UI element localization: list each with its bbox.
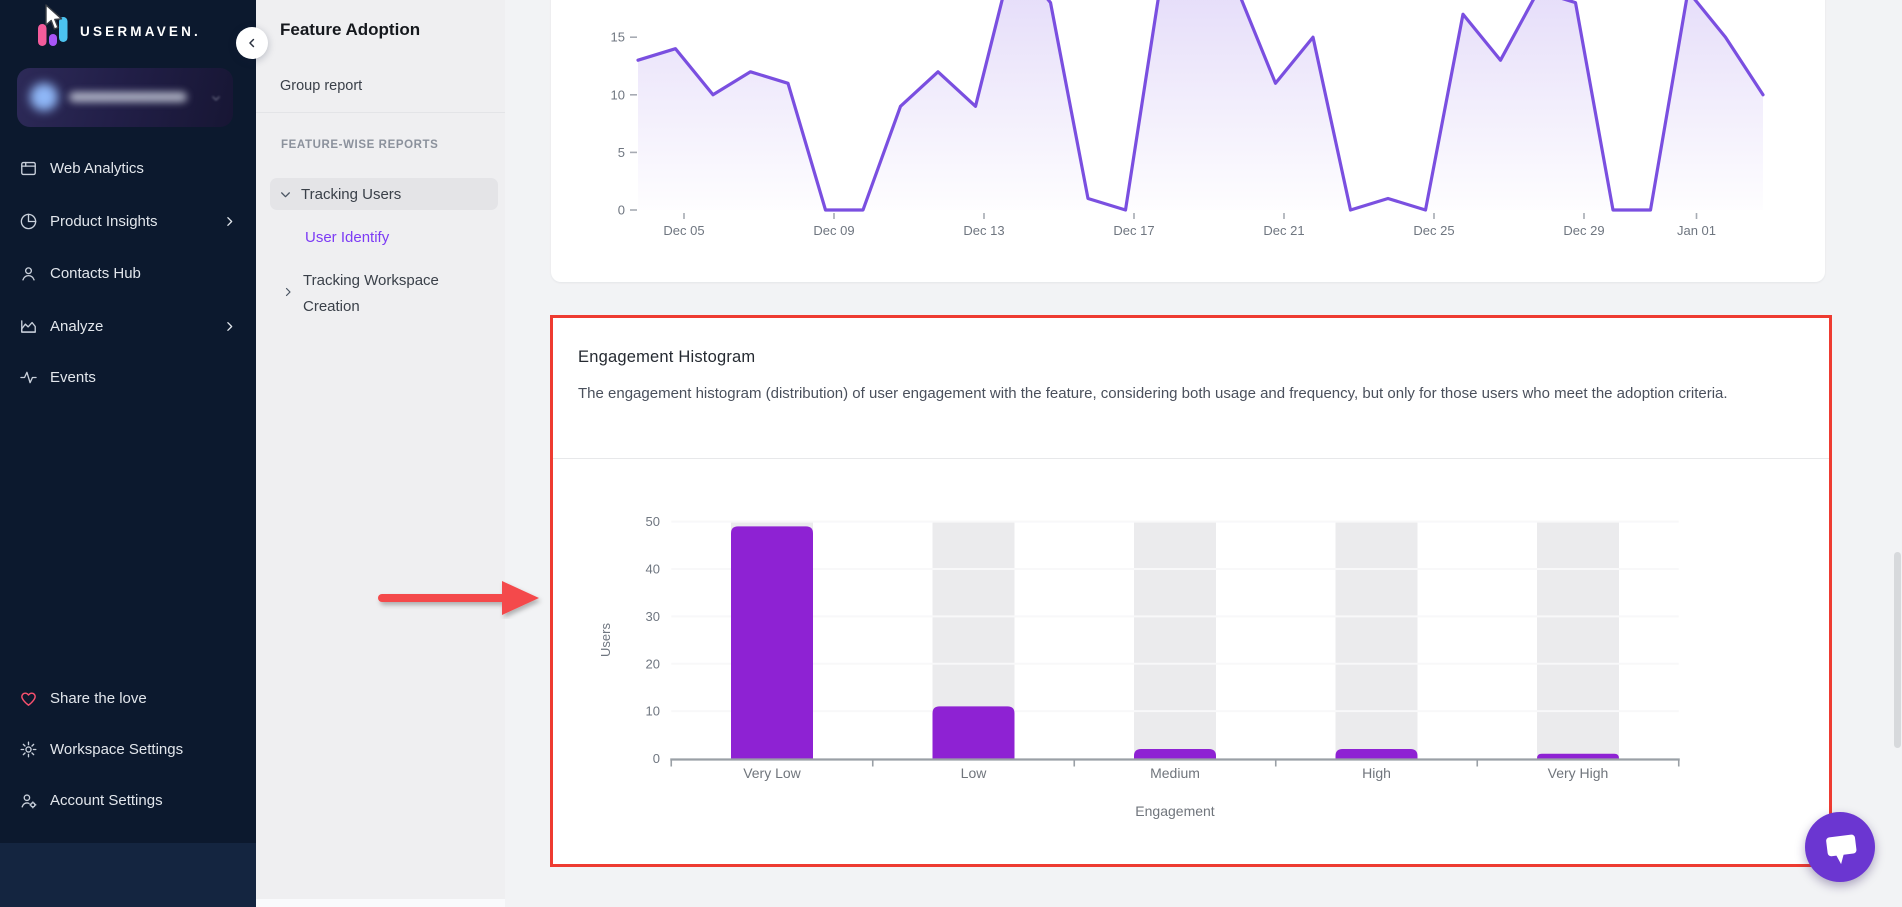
sidebar-item-label: Tracking Workspace Creation [303,272,439,315]
chevron-down-icon [210,91,222,109]
svg-text:Dec 25: Dec 25 [1413,223,1454,238]
sidebar-item-account-settings[interactable]: Account Settings [0,780,256,820]
area-chart-icon [19,317,38,336]
divider [256,112,505,113]
svg-text:Dec 29: Dec 29 [1563,223,1604,238]
sidebar-item-tracking-users[interactable]: Tracking Users [270,178,498,210]
svg-text:Users: Users [598,623,613,657]
sidebar-item-tracking-workspace-creation[interactable]: Tracking Workspace Creation [270,268,490,320]
sidebar-item-label: Account Settings [50,791,163,809]
feature-usage-line-chart[interactable]: 0 5 10 15 Dec 05 Dec 09 Dec 13 Dec 17 Dec 21 Dec … [551,0,1825,282]
divider [553,458,1829,459]
svg-text:5: 5 [618,145,625,160]
svg-text:Medium: Medium [1150,765,1200,781]
svg-text:Very High: Very High [1548,765,1609,781]
workspace-avatar [30,83,58,111]
user-icon [19,264,38,283]
svg-text:Very Low: Very Low [743,765,801,781]
chevron-right-icon [223,215,236,228]
svg-text:Dec 17: Dec 17 [1113,223,1154,238]
sidebar-item-events[interactable]: Events [0,357,256,397]
chevron-left-icon [249,38,255,48]
sidebar-footer [0,843,256,907]
histogram-description: The engagement histogram (distribution) … [578,385,1728,402]
heart-icon [19,689,38,708]
svg-text:40: 40 [646,562,660,577]
workspace-name-redacted [69,92,187,102]
secondary-sidebar: Feature Adoption Group report FEATURE-WI… [256,0,505,899]
sidebar-item-user-identify[interactable]: User Identify [305,229,390,246]
scrollbar-thumb[interactable] [1894,552,1901,748]
sidebar-item-analyze[interactable]: Analyze [0,306,256,346]
svg-text:10: 10 [611,87,625,102]
user-gear-icon [19,791,38,810]
browser-window-icon [19,159,38,178]
svg-text:Dec 09: Dec 09 [813,223,854,238]
pulse-icon [19,368,38,387]
sidebar-item-group-report[interactable]: Group report [280,78,363,94]
sidebar-item-share-the-love[interactable]: Share the love [0,678,256,718]
usermaven-bars-icon [38,17,68,46]
histogram-title: Engagement Histogram [578,348,756,366]
sidebar-item-label: Share the love [50,689,147,707]
svg-text:Dec 21: Dec 21 [1263,223,1304,238]
usermaven-logo[interactable]: USERMAVEN. [36,14,201,48]
sidebar-item-web-analytics[interactable]: Web Analytics [0,148,256,188]
chat-widget-button[interactable] [1805,812,1875,882]
gear-icon [19,740,38,759]
svg-text:Dec 13: Dec 13 [963,223,1004,238]
pie-chart-icon [19,212,38,231]
svg-text:50: 50 [646,514,660,529]
sidebar-item-contacts-hub[interactable]: Contacts Hub [0,253,256,293]
chat-bubble-icon [1826,834,1857,865]
sidebar-item-workspace-settings[interactable]: Workspace Settings [0,729,256,769]
chevron-right-icon [223,320,236,333]
annotation-arrow [378,581,539,615]
page-title: Feature Adoption [280,20,421,39]
sidebar-item-label: Contacts Hub [50,264,141,282]
workspace-switcher[interactable] [17,68,233,127]
svg-text:High: High [1362,765,1391,781]
chevron-right-icon [282,286,294,320]
primary-sidebar: USERMAVEN. Web Analytics Product Insight… [0,0,256,907]
svg-text:Dec 05: Dec 05 [663,223,704,238]
mouse-cursor [45,4,63,30]
sidebar-item-label: Workspace Settings [50,740,184,758]
svg-text:20: 20 [646,656,660,671]
svg-text:Engagement: Engagement [1135,803,1215,819]
sidebar-item-label: Web Analytics [50,159,144,177]
sidebar-item-label: Analyze [50,317,104,335]
sidebar-item-label: Events [50,368,96,386]
svg-text:Low: Low [961,765,988,781]
svg-text:Jan 01: Jan 01 [1677,223,1716,238]
engagement-histogram-chart[interactable]: 0 10 20 30 40 50 Very Low Low Medium High Very Hig… [560,470,1710,830]
svg-text:0: 0 [653,751,660,766]
svg-text:0: 0 [618,203,625,218]
svg-text:15: 15 [611,30,625,45]
sidebar-item-label: Product Insights [50,212,158,230]
collapse-sidebar-button[interactable] [236,27,268,59]
section-label-feature-wise-reports: FEATURE-WISE REPORTS [281,139,439,151]
sidebar-item-label: Tracking Users [301,185,402,203]
svg-text:10: 10 [646,704,660,719]
sidebar-item-product-insights[interactable]: Product Insights [0,201,256,241]
page-bottom-strip [256,899,505,907]
chevron-down-icon [279,188,292,201]
logo-wordmark: USERMAVEN. [80,23,202,39]
svg-text:30: 30 [646,609,660,624]
